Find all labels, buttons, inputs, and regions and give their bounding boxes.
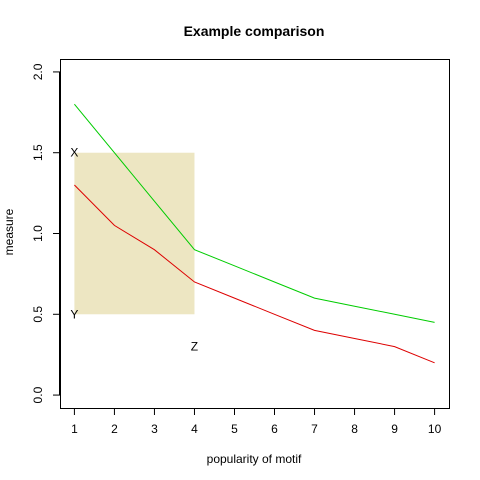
y-tick-label-1.0: 1.0 — [31, 225, 45, 242]
y-tick-label-0.5: 0.5 — [31, 306, 45, 323]
x-tick-label-4: 4 — [191, 422, 198, 436]
x-tick-label-8: 8 — [351, 422, 358, 436]
series-line-1 — [74, 103, 435, 323]
annotation-y: Y — [70, 307, 78, 321]
annotation-x: X — [70, 146, 78, 160]
x-tick-label-2: 2 — [111, 422, 118, 436]
x-tick-label-5: 5 — [231, 422, 238, 436]
y-tick-label-2.0: 2.0 — [31, 63, 45, 80]
plot-area: X Y Z 1 2 3 4 5 6 7 8 9 10 0.0 0.5 1.0 1.5 2.0 — [31, 59, 450, 436]
x-tick-label-10: 10 — [428, 422, 442, 436]
x-tick-label-9: 9 — [391, 422, 398, 436]
y-axis-title: measure — [2, 208, 16, 255]
shaded-region — [74, 152, 195, 315]
x-tick-label-3: 3 — [151, 422, 158, 436]
x-tick-label-7: 7 — [311, 422, 318, 436]
chart-title: Example comparison — [184, 23, 325, 39]
x-tick-label-6: 6 — [271, 422, 278, 436]
y-tick-label-1.5: 1.5 — [31, 144, 45, 161]
y-tick-label-0.0: 0.0 — [31, 386, 45, 403]
x-tick-label-1: 1 — [71, 422, 78, 436]
x-axis-title: popularity of motif — [207, 452, 302, 466]
annotation-z: Z — [191, 340, 198, 354]
series-line-2 — [74, 184, 435, 364]
